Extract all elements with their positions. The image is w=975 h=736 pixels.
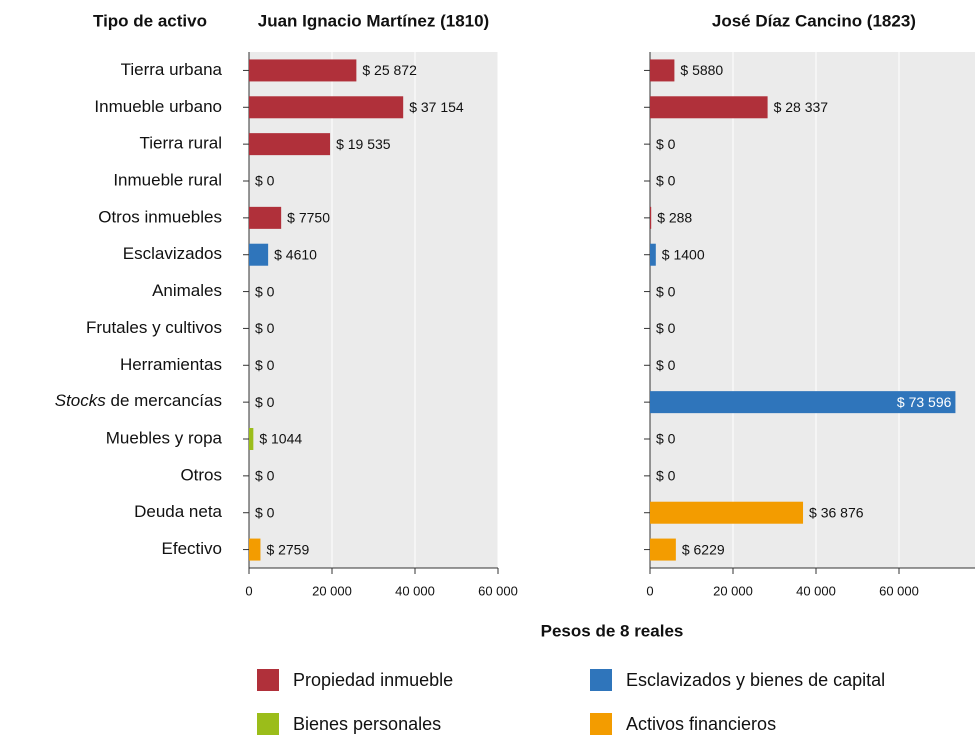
value-label: $ 0 [255, 283, 275, 299]
bar [249, 96, 404, 119]
category-label: Frutales y cultivos [86, 318, 222, 337]
category-label: Otros inmuebles [98, 207, 222, 226]
value-label: $ 0 [255, 357, 275, 373]
value-label: $ 0 [656, 357, 676, 373]
value-label: $ 0 [656, 320, 676, 336]
category-label: Tierra rural [140, 134, 223, 153]
value-label: $ 0 [656, 468, 676, 484]
legend-swatch [590, 713, 612, 735]
x-tick-label: 40 000 [395, 583, 435, 598]
legend-label: Activos financieros [626, 714, 776, 734]
x-tick-label: 20 000 [713, 583, 753, 598]
category-label-part: Stocks [55, 392, 107, 411]
value-label: $ 0 [255, 504, 275, 520]
value-label: $ 73 596 [897, 394, 952, 410]
bar [249, 206, 282, 229]
value-label: $ 1044 [259, 431, 302, 447]
value-label: $ 4610 [274, 246, 317, 262]
value-label: $ 1400 [662, 246, 705, 262]
value-label: $ 288 [657, 210, 692, 226]
bar [650, 59, 675, 82]
category-label: Animales [152, 281, 222, 300]
plot-background [249, 52, 498, 568]
bar [249, 133, 331, 156]
bar [650, 391, 956, 414]
x-tick-label: 20 000 [312, 583, 352, 598]
bar [249, 538, 261, 561]
value-label: $ 0 [656, 173, 676, 189]
bar [249, 243, 269, 266]
bar [650, 206, 652, 229]
bar [650, 243, 656, 266]
legend-label: Propiedad inmueble [293, 670, 453, 690]
legend-label: Esclavizados y bienes de capital [626, 670, 885, 690]
legend-swatch [257, 669, 279, 691]
category-label: Muebles y ropa [106, 428, 223, 447]
bar [650, 96, 768, 119]
x-tick-label: 40 000 [796, 583, 836, 598]
value-label: $ 0 [255, 320, 275, 336]
value-label: $ 37 154 [409, 99, 464, 115]
value-label: $ 0 [656, 431, 676, 447]
category-label: Inmueble urbano [94, 97, 222, 116]
category-label: Deuda neta [134, 502, 222, 521]
panel-title: Juan Ignacio Martínez (1810) [258, 11, 489, 30]
value-label: $ 5880 [680, 62, 723, 78]
value-label: $ 0 [656, 136, 676, 152]
bar [650, 501, 804, 524]
category-label-part: de mercancías [106, 392, 222, 411]
value-label: $ 25 872 [362, 62, 417, 78]
category-label: Otros [180, 465, 222, 484]
value-label: $ 6229 [682, 541, 725, 557]
value-label: $ 19 535 [336, 136, 391, 152]
category-label: Inmueble rural [113, 170, 222, 189]
category-label: Efectivo [162, 539, 222, 558]
value-label: $ 0 [255, 394, 275, 410]
bar [650, 538, 676, 561]
x-axis-title: Pesos de 8 reales [541, 621, 684, 640]
value-label: $ 2759 [266, 541, 309, 557]
value-label: $ 0 [656, 283, 676, 299]
x-tick-label: 0 [646, 583, 653, 598]
legend-swatch [257, 713, 279, 735]
legend-swatch [590, 669, 612, 691]
category-label: Tierra urbana [121, 60, 223, 79]
value-label: $ 28 337 [774, 99, 829, 115]
y-axis-title: Tipo de activo [93, 11, 207, 30]
bar [249, 59, 357, 82]
x-tick-label: 60 000 [879, 583, 919, 598]
x-tick-label: 60 000 [478, 583, 518, 598]
category-label: Esclavizados [123, 244, 222, 263]
value-label: $ 36 876 [809, 504, 864, 520]
value-label: $ 0 [255, 468, 275, 484]
bar [249, 428, 254, 450]
x-tick-label: 0 [245, 583, 252, 598]
category-label: Stocks de mercancías [55, 392, 222, 411]
plot-background [650, 52, 975, 568]
value-label: $ 7750 [287, 210, 330, 226]
legend-label: Bienes personales [293, 714, 441, 734]
panel-title: José Díaz Cancino (1823) [712, 11, 916, 30]
value-label: $ 0 [255, 173, 275, 189]
category-label: Herramientas [120, 355, 222, 374]
